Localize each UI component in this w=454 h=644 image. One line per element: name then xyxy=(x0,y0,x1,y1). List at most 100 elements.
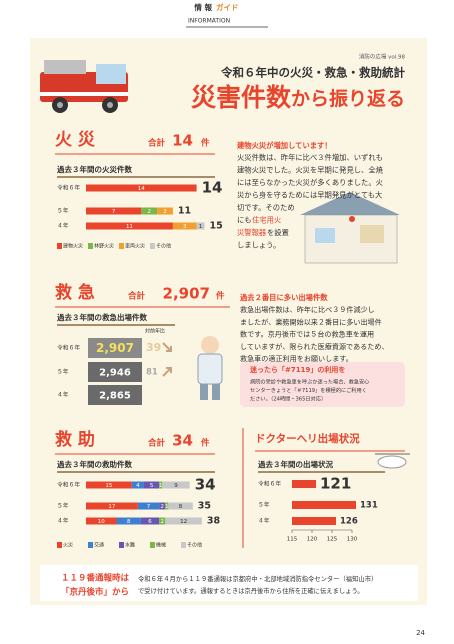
body-text: 病院の受診や救急車を呼ぶか迷った場合、救急安心 xyxy=(250,378,369,386)
body-text-accent: 災警報器 xyxy=(237,228,267,237)
value-text: 2,907 xyxy=(96,341,134,355)
total-label: 合計 xyxy=(127,291,146,302)
body-text: で受け付けています。通報するときは京丹後市から住所を正確に伝えましょう。 xyxy=(138,586,364,595)
bar-segment xyxy=(172,222,197,230)
body-text: しましょう。 xyxy=(237,241,280,250)
body-text: にも xyxy=(237,216,252,225)
segment-label: 15 xyxy=(105,483,112,489)
callout-box xyxy=(240,362,405,407)
row-total: 14 xyxy=(202,179,223,197)
legend-swatch xyxy=(88,243,93,249)
footer-lead: 「京丹後市」から xyxy=(61,587,129,598)
legend-swatch xyxy=(119,243,124,249)
segment-label: 6 xyxy=(148,519,152,525)
body-text: センターきょうと「＃7119」を積極的にご利用く xyxy=(250,386,367,394)
legend-swatch xyxy=(181,542,186,548)
header-sub: INFORMATION xyxy=(188,18,230,25)
bar-segment xyxy=(86,517,117,525)
bar-segment xyxy=(159,502,166,510)
segment-label: 4 xyxy=(136,483,140,489)
segment-label: 5 xyxy=(150,483,154,489)
segment-label: 8 xyxy=(179,504,183,510)
total-label: 合計 xyxy=(147,138,166,149)
row-label: ４年 xyxy=(57,391,69,399)
helicopter-illustration xyxy=(375,453,410,469)
change-value: 39 xyxy=(146,341,161,354)
total-label: 合計 xyxy=(147,438,166,449)
segment-label: 17 xyxy=(108,504,115,510)
legend-label: 機械 xyxy=(156,542,166,549)
header-label-accent: ガイド xyxy=(216,2,239,12)
row-total: 38 xyxy=(207,516,221,527)
headline: 災害件数から振り返る xyxy=(191,83,405,112)
bar-segment xyxy=(141,207,158,215)
legend-label: 建物火災 xyxy=(63,243,83,250)
note-title: 過去２番目に多い出場件数 xyxy=(239,293,328,302)
segment-label: 1 xyxy=(199,224,203,230)
paramedic-illustration xyxy=(197,336,223,400)
row-total: 11 xyxy=(178,206,191,217)
row-label: ４年 xyxy=(258,517,270,525)
value-box xyxy=(88,385,142,405)
bar xyxy=(292,480,316,488)
chart-title: 過去３年間の出場状況 xyxy=(258,459,333,469)
row-label: 令和６年 xyxy=(258,480,281,488)
total-value: 34 xyxy=(172,432,193,450)
body-text: ましたが、業務開始以来２番目に多い出場件 xyxy=(240,317,382,326)
row-total: 15 xyxy=(210,221,223,232)
legend-label: 林野火災 xyxy=(94,243,114,250)
bar xyxy=(292,501,356,509)
bar-segment xyxy=(140,517,160,525)
value-box xyxy=(88,362,142,382)
legend-swatch xyxy=(57,542,62,548)
chart-title: 過去３年間の火災件数 xyxy=(57,164,132,174)
body-text-accent: 住宅用火 xyxy=(252,216,282,225)
chart-title: 過去３年間の救急出場件数 xyxy=(57,312,147,322)
change-value: 81 xyxy=(146,368,158,378)
body-text: していますが、限られた医療資源であるため、 xyxy=(240,342,389,351)
total-unit: 件 xyxy=(201,438,210,449)
legend-label: 車両火災 xyxy=(125,243,145,250)
bar-segment xyxy=(165,517,202,525)
note-title: 建物火災が増加しています！ xyxy=(236,141,332,150)
row-label: ４年 xyxy=(57,222,69,230)
row-label: 令和６年 xyxy=(57,481,80,489)
bar-segment xyxy=(165,502,169,510)
legend-label: 交通 xyxy=(94,542,104,549)
bar-segment xyxy=(137,502,160,510)
segment-label: 7 xyxy=(112,209,116,215)
segment-label: 2 xyxy=(161,504,165,510)
bar-segment xyxy=(131,481,144,489)
section-heading: ドクターヘリ出場状況 xyxy=(255,432,360,445)
panel xyxy=(30,38,427,605)
x-tick-label: 125 xyxy=(327,537,338,543)
row-total: 34 xyxy=(195,476,216,494)
body-text: 数です。京丹後市では５台の救急車を運用 xyxy=(240,330,374,339)
segment-label: 2 xyxy=(147,209,151,215)
total-unit: 件 xyxy=(201,138,210,149)
segment-label: 1 xyxy=(165,504,169,510)
section-heading: 救 助 xyxy=(55,429,95,450)
legend-label: その他 xyxy=(187,542,202,549)
row-label: 令和６年 xyxy=(57,184,80,192)
footer-lead: １１９番通報時は xyxy=(61,573,130,584)
section-heading: 火 災 xyxy=(55,130,96,150)
body-text: を設置 xyxy=(267,228,289,237)
body-text: 切です。そのため xyxy=(237,203,295,212)
bar-segment xyxy=(86,481,132,489)
bar-segment xyxy=(159,481,163,489)
segment-label: 7 xyxy=(147,504,151,510)
segment-label: 2 xyxy=(163,209,167,215)
headline-strong: 災害件数 xyxy=(191,83,292,112)
legend-swatch xyxy=(150,542,155,548)
segment-label: 3 xyxy=(183,224,187,230)
bar-segment xyxy=(162,481,190,489)
bar-segment xyxy=(196,222,205,230)
body-text: 火災件数は、昨年に比べ３件増加、いずれも xyxy=(237,153,383,162)
row-total: 35 xyxy=(198,501,211,512)
x-tick-label: 115 xyxy=(287,537,298,543)
row-label: ５年 xyxy=(57,207,69,215)
legend-swatch xyxy=(119,542,124,548)
segment-label: 8 xyxy=(127,519,131,525)
